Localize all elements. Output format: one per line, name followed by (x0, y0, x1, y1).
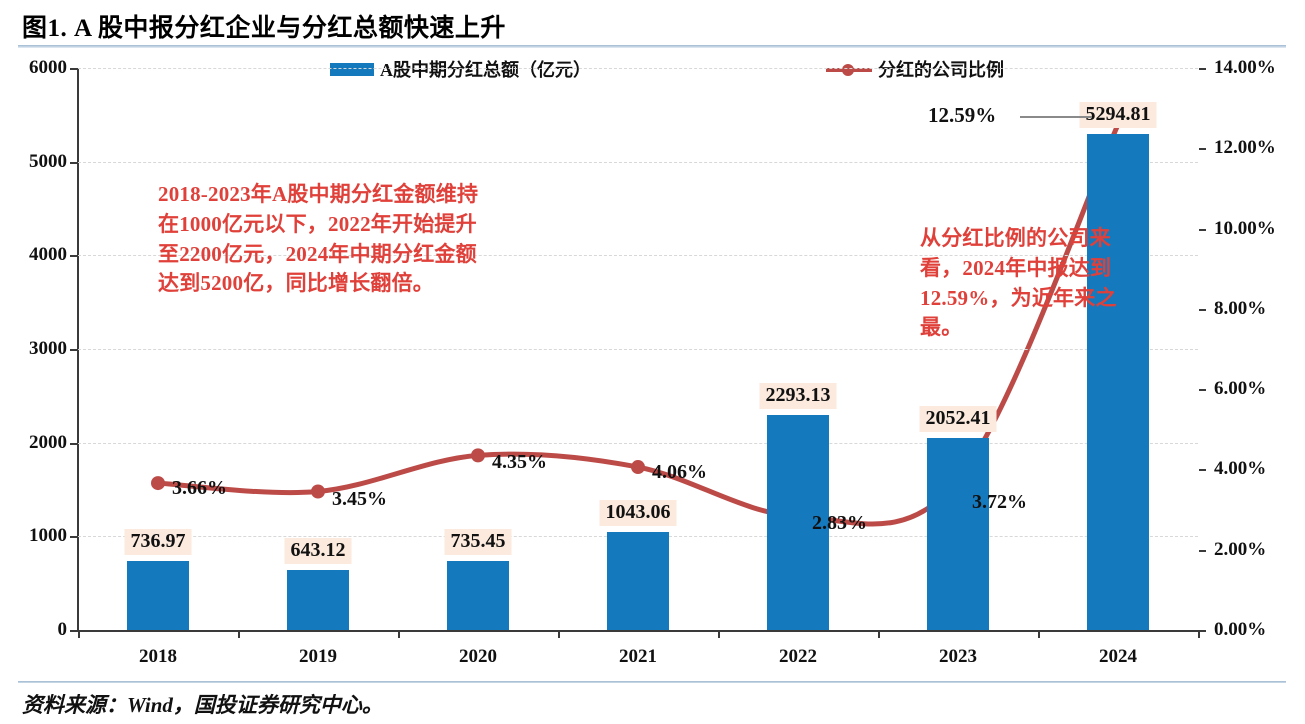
y-axis-right-label: 6.00% (1214, 378, 1267, 400)
y-axis-right-tick (1199, 308, 1206, 311)
callout-leader-line (1020, 115, 1092, 118)
line-value-label: 3.45% (332, 487, 387, 510)
x-axis-tick (558, 630, 560, 638)
x-axis-label: 2021 (619, 646, 657, 667)
gridline (78, 442, 1198, 444)
bar[interactable] (447, 561, 509, 630)
line-swatch-icon (826, 63, 872, 76)
bar-value-label: 2293.13 (759, 383, 837, 410)
legend-item-bar[interactable]: A股中期分红总额（亿元） (330, 56, 591, 82)
line-value-label: 3.72% (972, 490, 1027, 513)
bar[interactable] (127, 560, 189, 630)
y-axis-right-tick (1199, 389, 1206, 392)
y-axis-left-tick (70, 536, 77, 539)
gridline (78, 255, 1198, 257)
x-axis (77, 630, 1199, 632)
y-axis-left-label: 1000 (29, 525, 67, 547)
line-value-label: 4.35% (492, 451, 547, 474)
legend-item-line[interactable]: 分红的公司比例 (826, 56, 1004, 82)
bar[interactable] (287, 569, 349, 630)
line-value-label: 4.06% (652, 461, 707, 484)
bar-value-label: 5294.81 (1079, 102, 1157, 129)
y-axis-left-label: 0 (57, 619, 68, 640)
legend-label-line: 分红的公司比例 (878, 60, 1004, 80)
bar-value-label: 736.97 (124, 528, 192, 555)
bar-value-label: 735.45 (444, 529, 512, 556)
x-axis-tick (1198, 630, 1200, 638)
x-axis-tick (78, 630, 80, 638)
line-data-point[interactable] (151, 476, 165, 491)
x-axis-tick (238, 630, 240, 638)
line-value-label: 3.66% (172, 477, 227, 500)
x-axis-label: 2023 (939, 646, 977, 667)
line-data-point[interactable] (311, 484, 325, 499)
y-axis-right-tick (1199, 148, 1206, 151)
y-axis-right-label: 0.00% (1214, 619, 1267, 640)
chart-area: A股中期分红总额（亿元） 分红的公司比例 0 1000 2000 3000 4000 50… (0, 52, 1305, 677)
line-value-label: 2.83% (812, 512, 867, 535)
gridline (78, 161, 1198, 163)
y-axis-left-tick (70, 161, 77, 164)
title-divider (18, 45, 1286, 48)
x-axis-tick (398, 630, 400, 638)
y-axis-left-tick (70, 442, 77, 445)
gridline (78, 349, 1198, 350)
y-axis-right-label: 8.00% (1214, 297, 1267, 319)
x-axis-label: 2018 (139, 646, 177, 667)
y-axis-right-label: 12.00% (1214, 137, 1276, 159)
y-axis-right-tick (1199, 68, 1206, 70)
y-axis-left-label: 3000 (29, 338, 67, 359)
bar-value-label: 643.12 (284, 537, 352, 564)
x-axis-label: 2020 (459, 646, 497, 667)
y-axis-right-label: 2.00% (1214, 538, 1267, 560)
y-axis-left-label: 2000 (29, 431, 67, 453)
chart-legend: A股中期分红总额（亿元） 分红的公司比例 (0, 52, 1305, 82)
y-axis-left-label: 6000 (29, 57, 67, 78)
bar[interactable] (1087, 134, 1149, 630)
y-axis-left-tick (70, 349, 77, 351)
y-axis-right-tick (1199, 630, 1206, 632)
x-axis-label: 2024 (1099, 646, 1137, 667)
x-axis-tick (718, 630, 720, 638)
bar-value-label: 1043.06 (599, 500, 677, 527)
x-axis-label: 2019 (299, 646, 337, 667)
x-axis-label: 2022 (779, 646, 817, 667)
bar-value-label: 2052.41 (919, 405, 997, 432)
annotation-left: 2018-2023年A股中期分红金额维持在1000亿元以下，2022年开始提升至… (158, 182, 479, 296)
y-axis-left-label: 4000 (29, 244, 67, 266)
y-axis-left-tick (70, 255, 77, 258)
line-data-point[interactable] (631, 460, 645, 475)
y-axis-left-tick (70, 630, 77, 632)
y-axis-left-tick (70, 68, 77, 70)
gridline (78, 68, 1198, 69)
line-data-point[interactable] (471, 448, 485, 463)
page-title: 图1. A 股中报分红企业与分红总额快速上升 (22, 15, 506, 42)
footer-divider (18, 681, 1286, 683)
source-note: 资料来源：Wind，国投证券研究中心。 (22, 693, 383, 717)
bar-swatch-icon (330, 62, 374, 76)
y-axis-right-label: 10.00% (1214, 217, 1276, 239)
bar[interactable] (767, 415, 829, 630)
y-axis-right-tick (1199, 549, 1206, 552)
legend-label-bar: A股中期分红总额（亿元） (380, 60, 591, 80)
x-axis-tick (878, 630, 880, 638)
bar[interactable] (607, 532, 669, 630)
y-axis-right-tick (1199, 228, 1206, 231)
y-axis-right-label: 14.00% (1214, 57, 1276, 78)
y-axis-left-label: 5000 (29, 150, 67, 172)
y-axis-right-tick (1199, 469, 1206, 472)
y-axis-right-label: 4.00% (1214, 458, 1267, 480)
x-axis-tick (1038, 630, 1040, 638)
line-value-label-highlight: 12.59% (928, 102, 997, 127)
bar[interactable] (927, 437, 989, 630)
plot-area: 0 1000 2000 3000 4000 5000 6000 0.00% 2.00% 4.00%… (29, 57, 1276, 667)
annotation-right: 从分红比例的公司来看，2024年中报达到12.59%，为近年来之最。 (920, 226, 1117, 340)
